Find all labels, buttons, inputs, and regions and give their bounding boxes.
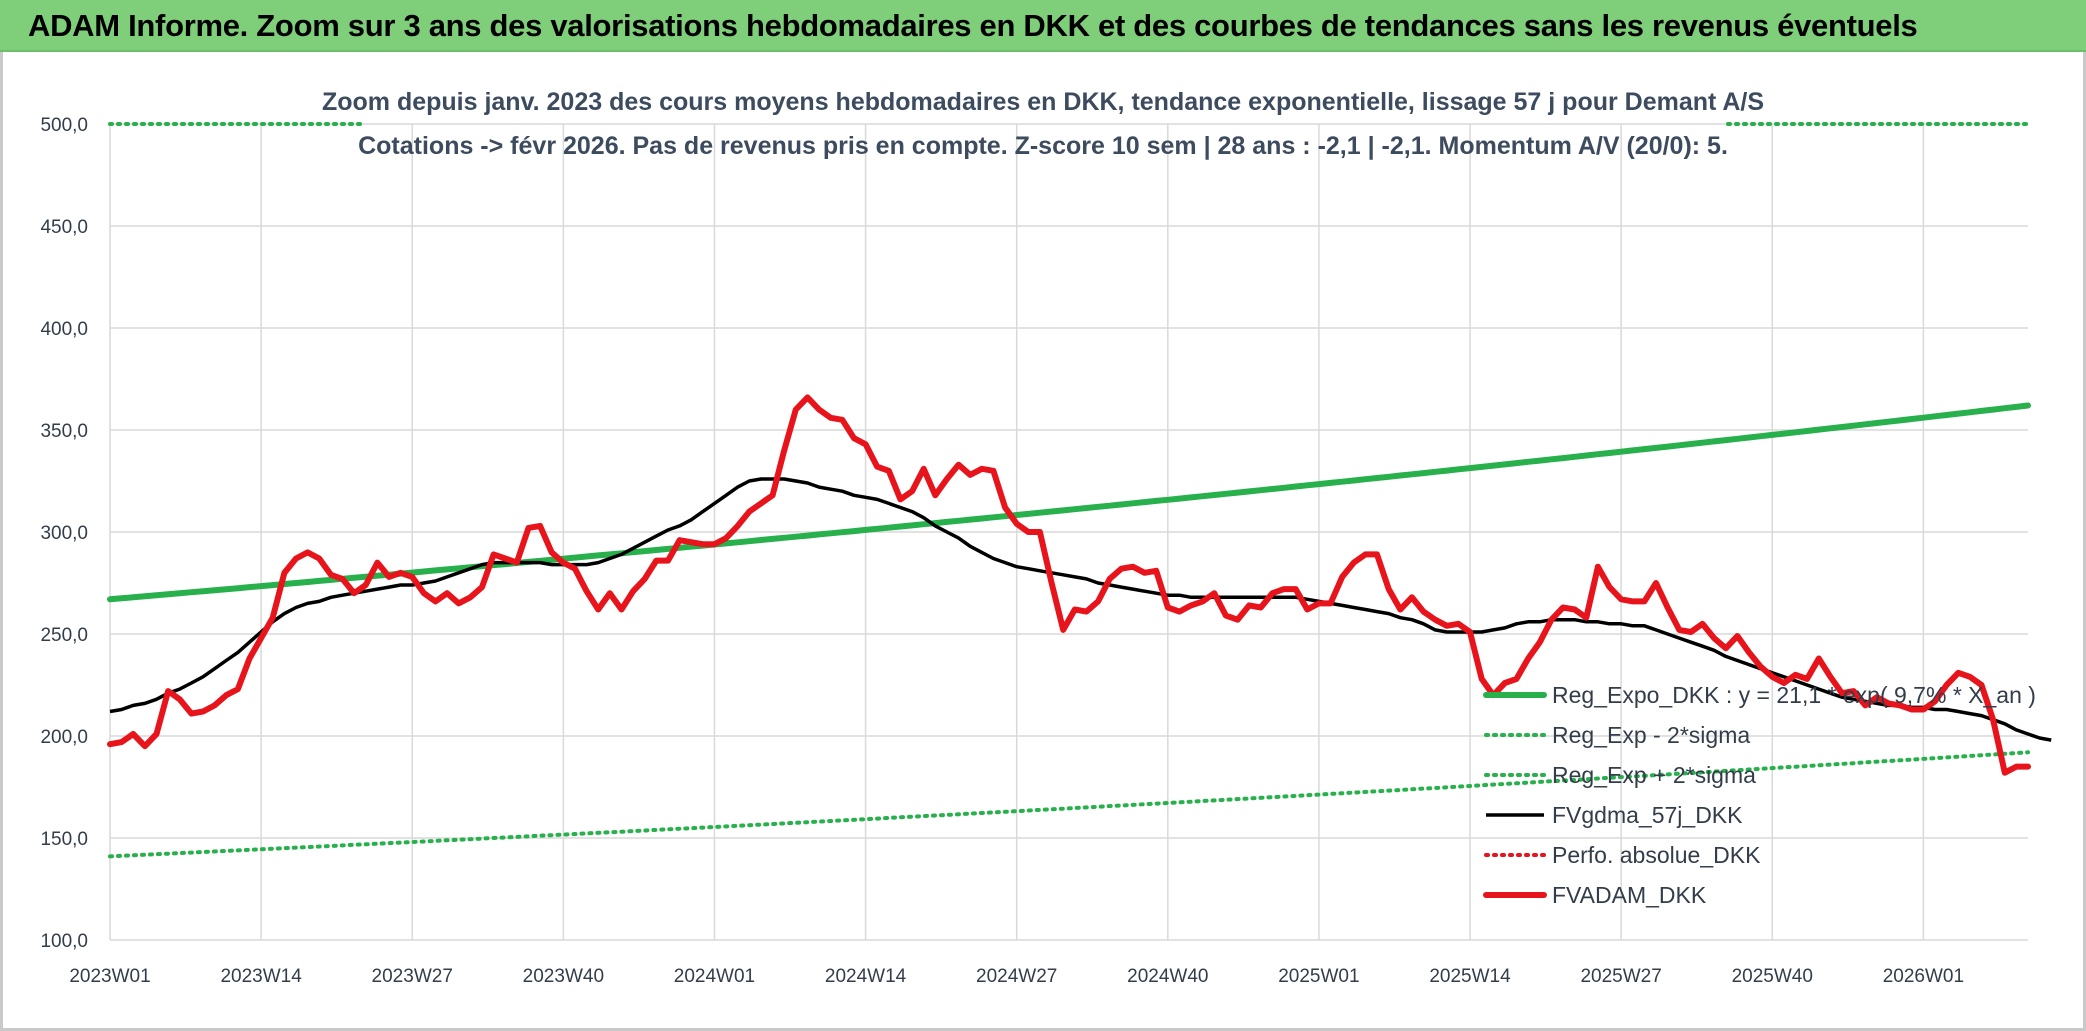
x-tick-label: 2025W01 [1278, 966, 1359, 987]
y-tick-label: 200,0 [40, 727, 88, 748]
plot-area [107, 122, 2052, 859]
legend-reg-minus-2sigma-label: Reg_Exp - 2*sigma [1552, 722, 1750, 748]
y-tick-label: 150,0 [40, 829, 88, 850]
reg-minus-2sigma-line [108, 750, 2030, 859]
chart-subtitle: Zoom depuis janv. 2023 des cours moyens … [322, 88, 1764, 160]
x-tick-label: 2023W40 [523, 966, 604, 987]
legend: Reg_Expo_DKK : y = 21,1 * exp( 9,7% * X_… [1483, 682, 2036, 908]
legend-reg-plus-2sigma-label: Reg_Exp + 2*sigma [1552, 762, 1756, 788]
y-tick-label: 300,0 [40, 523, 88, 544]
y-tick-label: 450,0 [40, 217, 88, 238]
subtitle-line-1: Zoom depuis janv. 2023 des cours moyens … [322, 88, 1764, 116]
legend-reg-expo-label: Reg_Expo_DKK : y = 21,1 * exp( 9,7% * X_… [1552, 682, 2036, 708]
y-tick-label: 500,0 [40, 115, 88, 136]
legend-perfo-absolue-label: Perfo. absolue_DKK [1552, 842, 1761, 868]
x-tick-label: 2024W14 [825, 966, 907, 987]
gridlines [109, 123, 2028, 941]
x-tick-label: 2024W40 [1127, 966, 1208, 987]
subtitle-line-2: Cotations -> févr 2026. Pas de revenus p… [358, 132, 1728, 160]
x-tick-label: 2025W14 [1429, 966, 1511, 987]
x-tick-label: 2025W40 [1732, 966, 1813, 987]
x-tick-label: 2023W14 [220, 966, 302, 987]
y-tick-label: 400,0 [40, 319, 88, 340]
reg-expo-line [107, 402, 2031, 603]
axes: 100,0 150,0 200,0 250,0 300,0 350,0 400,0 450,0… [40, 115, 1964, 987]
title-banner: ADAM Informe. Zoom sur 3 ans des valoris… [0, 0, 2086, 52]
x-tick-label: 2025W27 [1580, 966, 1661, 987]
y-tick-label: 250,0 [40, 625, 88, 646]
fvgdma-57j-line [109, 477, 2052, 742]
y-tick-label: 350,0 [40, 421, 88, 442]
y-tick-label: 100,0 [40, 931, 88, 952]
legend-fvadam-label: FVADAM_DKK [1552, 882, 1707, 908]
x-tick-label: 2023W27 [372, 966, 453, 987]
page-title: ADAM Informe. Zoom sur 3 ans des valoris… [28, 8, 1918, 43]
x-tick-label: 2023W01 [69, 966, 150, 987]
x-tick-label: 2026W01 [1883, 966, 1964, 987]
legend-fvgdma-label: FVgdma_57j_DKK [1552, 802, 1743, 828]
x-tick-label: 2024W27 [976, 966, 1057, 987]
x-tick-label: 2024W01 [674, 966, 755, 987]
fvadam-line [107, 394, 2031, 776]
